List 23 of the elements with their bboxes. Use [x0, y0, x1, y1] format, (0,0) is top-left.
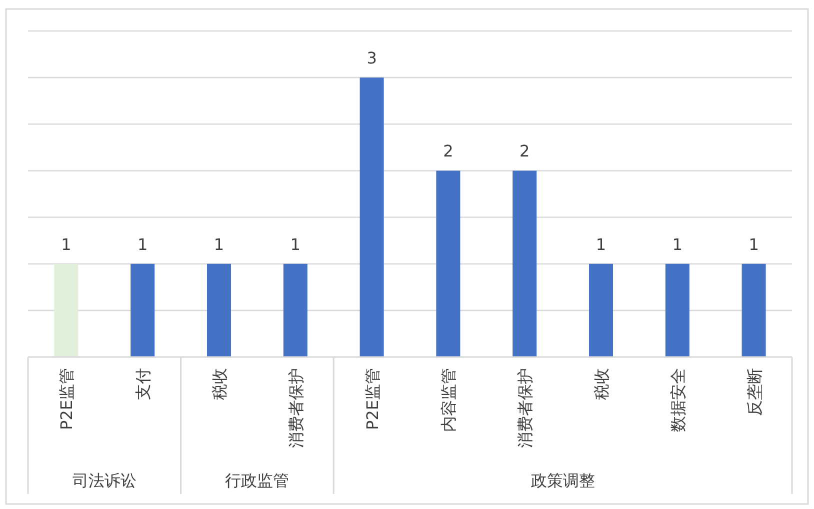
x-tick-label: P2E监管	[362, 368, 382, 430]
data-label: 1	[748, 234, 759, 254]
data-label: 1	[290, 234, 300, 254]
x-tick-label: 消费者保护	[286, 368, 306, 448]
data-label: 3	[366, 48, 377, 68]
data-label: 1	[214, 234, 224, 254]
data-label: 1	[138, 234, 148, 254]
x-tick-label: 反垄断	[744, 368, 764, 416]
text: 司法诉讼	[72, 471, 136, 490]
text: 行政监管	[225, 471, 290, 490]
x-tick-label: 内容监管	[439, 368, 458, 432]
data-label: 2	[443, 142, 454, 161]
data-label: 1	[61, 234, 72, 254]
data-label: 1	[596, 234, 606, 254]
x-tick-label: 数据安全	[668, 368, 688, 432]
x-tick-label: 税收	[592, 368, 611, 400]
x-tick-label: 税收	[210, 368, 229, 400]
x-tick-label: P2E监管	[57, 368, 76, 430]
x-tick-label: 消费者保护	[516, 368, 535, 448]
data-label: 2	[520, 142, 530, 161]
text: 政策调整	[530, 471, 595, 490]
x-tick-label: 支付	[134, 368, 153, 400]
data-label: 1	[672, 234, 682, 254]
